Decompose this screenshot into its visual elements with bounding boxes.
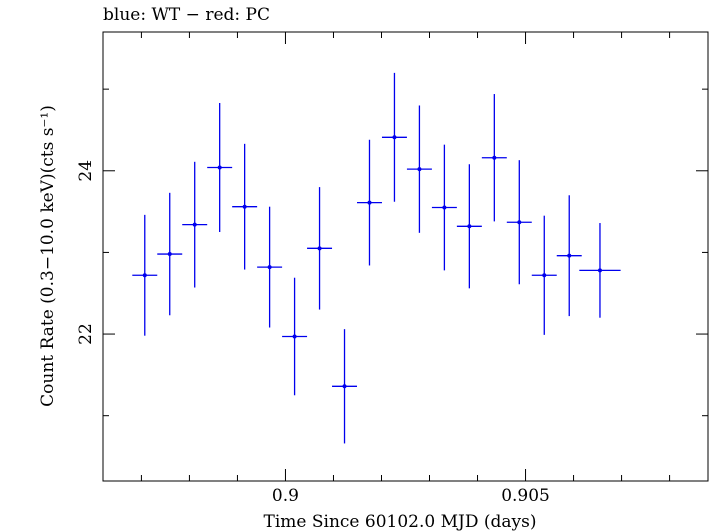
plot-frame [102,31,709,482]
data-marker [597,268,602,273]
data-point [257,206,283,328]
data-marker [292,334,297,339]
data-point [381,72,407,202]
data-point [232,143,258,270]
axis-ticks [103,32,708,481]
data-point [456,164,482,289]
data-point [579,223,621,318]
data-point [406,105,432,233]
axis-tick-labels: 0.9 0.905 22 24 [76,160,550,506]
data-point [207,103,233,233]
data-marker [492,155,497,160]
data-point [481,94,507,222]
data-marker [192,222,197,227]
data-points [132,72,621,444]
y-axis-label: Count Rate (0.3−10.0 keV)(cts s⁻¹) [38,105,58,407]
data-point [157,192,183,316]
data-point [132,214,158,336]
data-marker [442,205,447,210]
data-point [531,215,557,335]
data-marker [267,265,272,270]
x-axis-label: Time Since 60102.0 MJD (days) [264,512,537,532]
x-tick-label: 0.9 [272,486,299,506]
y-tick-label: 22 [76,323,96,345]
data-point [307,187,333,310]
data-point [431,144,457,271]
chart-title: blue: WT − red: PC [103,5,270,25]
data-point [282,277,308,396]
data-marker [217,165,222,170]
data-marker [367,200,372,205]
data-marker [417,167,422,172]
data-marker [517,220,522,225]
data-point [506,160,532,285]
y-tick-label: 24 [76,160,96,182]
data-marker [542,273,547,278]
data-marker [167,252,172,257]
data-point [332,329,358,444]
data-point [556,195,582,317]
data-marker [392,135,397,140]
data-point [182,161,208,288]
x-tick-label: 0.905 [501,486,550,506]
data-marker [142,273,147,278]
data-marker [317,246,322,251]
data-marker [342,384,347,389]
data-point [357,139,382,266]
data-marker [567,253,572,258]
data-marker [467,224,472,229]
data-marker [242,204,247,209]
